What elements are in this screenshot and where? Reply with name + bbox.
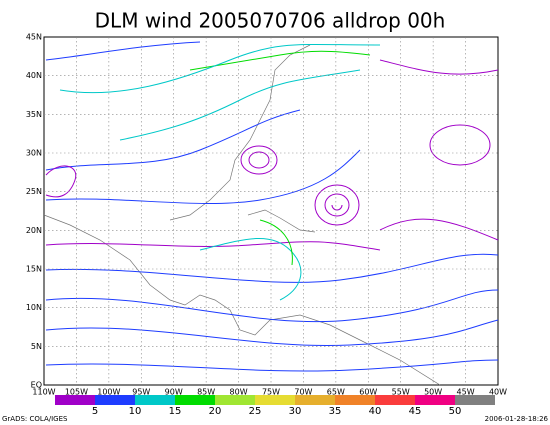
streamline: [45, 149, 361, 205]
lon-label: 80W: [230, 388, 248, 397]
title: DLM wind 2005070706 alldrop 00h: [95, 9, 446, 33]
colorbar-label: 40: [369, 406, 382, 417]
colorbar-label: 20: [209, 406, 222, 417]
streamline: [45, 109, 301, 171]
colorbar-label: 15: [169, 406, 182, 417]
vortex: [429, 124, 491, 166]
colorbar-swatch: [135, 395, 175, 405]
colorbar-swatch: [255, 395, 295, 405]
colorbar-label: 45: [409, 406, 422, 417]
colorbar-label: 10: [129, 406, 142, 417]
lon-label: 45W: [457, 388, 475, 397]
streamline: [45, 165, 77, 198]
colorbar-swatch: [215, 395, 255, 405]
map: [43, 36, 499, 386]
streamline: [259, 219, 293, 266]
streamline: [379, 59, 499, 75]
lat-label: 10N: [26, 303, 42, 312]
streamline: [119, 69, 361, 141]
colorbar-swatch: [375, 395, 415, 405]
streamline: [45, 253, 499, 283]
streamline: [45, 41, 201, 61]
lat-label: 25N: [26, 187, 42, 196]
colorbar-swatch: [455, 395, 495, 405]
lat-label: 45N: [26, 33, 42, 42]
colorbar-label: 5: [92, 406, 98, 417]
colorbar-swatch: [95, 395, 135, 405]
streamline: [45, 319, 499, 347]
colorbar-swatch: [175, 395, 215, 405]
lon-label: 70W: [294, 388, 312, 397]
streamlines: [45, 41, 499, 372]
vortex: [240, 145, 278, 175]
colorbar-swatch: [415, 395, 455, 405]
lat-label: 35N: [26, 110, 42, 119]
footer-right: 2006-01-28-18:26: [485, 415, 549, 423]
streamline: [45, 359, 499, 372]
lat-label: 15N: [26, 265, 42, 274]
vortex: [314, 184, 360, 226]
lat-label: 5N: [31, 342, 42, 351]
colorbar-swatch: [55, 395, 95, 405]
coastline: [169, 44, 311, 221]
colorbar-label: 25: [249, 406, 262, 417]
lon-label: 100W: [97, 388, 120, 397]
lat-label: 20N: [26, 226, 42, 235]
lon-label: 60W: [359, 388, 377, 397]
streamline: [45, 241, 381, 251]
lon-label: 65W: [327, 388, 345, 397]
lon-label: 110W: [32, 388, 55, 397]
lon-label: 40W: [489, 388, 507, 397]
coastline: [43, 214, 441, 386]
colorbar-label: 30: [289, 406, 302, 417]
streamline: [59, 43, 381, 94]
lat-label: 30N: [26, 149, 42, 158]
lat-label: 40N: [26, 71, 42, 80]
streamline: [379, 218, 499, 241]
streamline: [199, 238, 302, 301]
lon-label: 85W: [197, 388, 215, 397]
lon-label: 90W: [165, 388, 183, 397]
lon-label: 95W: [132, 388, 150, 397]
colorbar-swatch: [335, 395, 375, 405]
coastline: [247, 209, 316, 233]
lat-label: EQ: [31, 381, 42, 390]
footer-left: GrADS: COLA/IGES: [2, 415, 68, 423]
lon-label: 105W: [65, 388, 88, 397]
lon-label: 75W: [262, 388, 280, 397]
lon-label: 50W: [424, 388, 442, 397]
colorbar-swatch: [295, 395, 335, 405]
streamline: [45, 289, 499, 323]
colorbar-label: 35: [329, 406, 342, 417]
colorbar-label: 50: [449, 406, 462, 417]
lon-label: 55W: [392, 388, 410, 397]
